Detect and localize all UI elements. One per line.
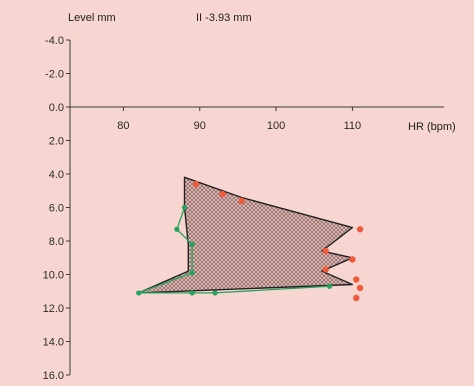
level-annotation: II -3.93 mm [196, 12, 252, 24]
left-data-point [326, 283, 333, 289]
left-data-point [189, 241, 195, 247]
left-data-point [136, 290, 142, 296]
right-data-point [192, 180, 200, 188]
right-data-point [356, 284, 364, 292]
area-layer [138, 176, 354, 294]
x-tick-label: 110 [344, 120, 362, 132]
y-axis-label: Level mm [68, 12, 116, 24]
points-layer [136, 180, 364, 302]
y-tick-label: 0.0 [49, 102, 64, 114]
left-data-point [181, 204, 188, 211]
right-data-point [322, 266, 329, 273]
right-data-point [353, 276, 360, 283]
x-tick-label: 100 [267, 120, 285, 132]
right-data-point [349, 256, 356, 263]
x-tick-label: 80 [117, 120, 129, 132]
y-tick-label: -2.0 [45, 69, 64, 81]
y-tick-label: 2.0 [49, 136, 64, 148]
right-data-point [238, 197, 245, 204]
left-data-point [174, 226, 180, 232]
y-tick-label: 16.0 [43, 370, 64, 382]
y-tick-label: -4.0 [45, 35, 64, 47]
x-tick-label: 90 [194, 120, 206, 132]
loop-area [138, 176, 354, 294]
y-tick-label: 10.0 [43, 270, 64, 282]
y-tick-label: 4.0 [49, 169, 64, 181]
left-data-point [189, 270, 195, 276]
left-points-line [138, 207, 330, 294]
left-data-point [212, 290, 218, 296]
axes-layer [66, 39, 444, 376]
x-axis-label: HR (bpm) [408, 121, 456, 133]
y-tick-label: 12.0 [43, 303, 64, 315]
y-tick-label: 14.0 [43, 337, 64, 349]
labels-layer: Level mm II -3.93 mm HR (bpm) -4.0 -2.0 0.… [43, 12, 456, 382]
y-tick-label: 6.0 [49, 203, 64, 215]
right-data-point [322, 247, 329, 255]
left-data-point [189, 290, 195, 296]
y-tick-label: 8.0 [49, 236, 64, 248]
right-data-point [353, 294, 360, 302]
right-data-point [356, 226, 364, 233]
right-data-point [219, 190, 226, 198]
